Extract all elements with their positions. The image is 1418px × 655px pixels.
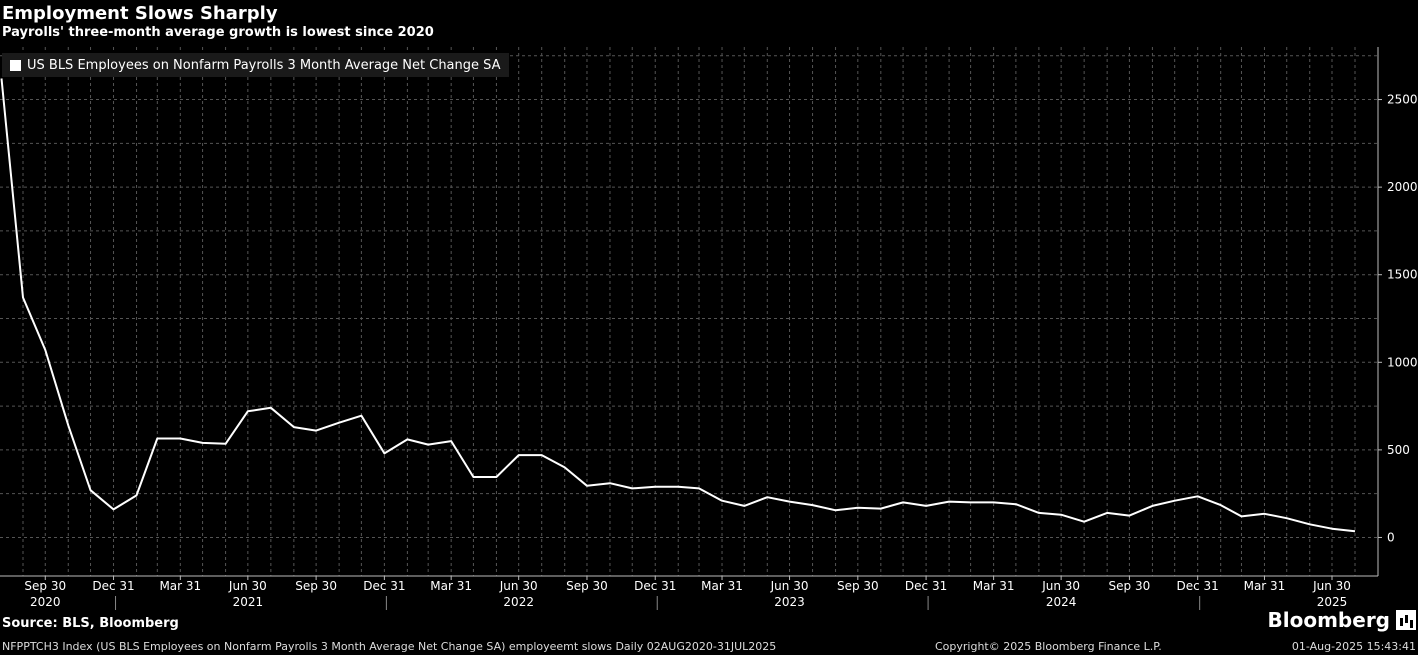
chart-title: Employment Slows Sharply — [2, 3, 278, 24]
y-tick-label: 1500 — [1387, 268, 1418, 282]
footer-ticker: NFPPTCH3 Index (US BLS Employees on Nonf… — [2, 640, 777, 653]
x-tick-label: Jun 30 — [228, 579, 267, 593]
x-year-label: 2022 — [503, 595, 534, 609]
x-year-label: 2025 — [1317, 595, 1348, 609]
grid — [0, 47, 1378, 576]
x-tick-label: Sep 30 — [24, 579, 66, 593]
x-tick-label: Dec 31 — [363, 579, 405, 593]
legend-swatch — [10, 59, 21, 71]
x-tick-label: Jun 30 — [1041, 579, 1080, 593]
legend-label: US BLS Employees on Nonfarm Payrolls 3 M… — [27, 57, 501, 73]
x-tick-label: Mar 31 — [159, 579, 201, 593]
legend: US BLS Employees on Nonfarm Payrolls 3 M… — [2, 53, 509, 77]
x-tick-label: Sep 30 — [295, 579, 337, 593]
x-tick-label: Dec 31 — [634, 579, 676, 593]
y-tick-label: 0 — [1387, 530, 1395, 544]
x-tick-label: Jun 30 — [1312, 579, 1351, 593]
bloomberg-chart-icon — [1396, 610, 1416, 630]
x-tick-label: Dec 31 — [92, 579, 134, 593]
x-year-label: 2023 — [774, 595, 805, 609]
x-tick-label: Dec 31 — [905, 579, 947, 593]
series-layer — [0, 78, 1356, 533]
x-tick-label: Mar 31 — [973, 579, 1015, 593]
x-year-label: 2021 — [233, 595, 264, 609]
source-note: Source: BLS, Bloomberg — [2, 616, 179, 631]
x-tick-label: Sep 30 — [566, 579, 608, 593]
footer-copyright: Copyright© 2025 Bloomberg Finance L.P. — [935, 640, 1162, 653]
x-tick-label: Jun 30 — [770, 579, 809, 593]
chart-subtitle: Payrolls' three-month average growth is … — [2, 25, 434, 40]
x-tick-label: Dec 31 — [1177, 579, 1219, 593]
y-tick-label: 500 — [1387, 443, 1410, 457]
y-tick-label: 2000 — [1387, 180, 1418, 194]
bloomberg-logo: Bloomberg — [1268, 608, 1416, 632]
x-tick-label: Sep 30 — [837, 579, 879, 593]
x-tick-label: Mar 31 — [701, 579, 743, 593]
x-tick-label: Sep 30 — [1109, 579, 1151, 593]
x-tick-label: Mar 31 — [1244, 579, 1286, 593]
y-tick-label: 1000 — [1387, 355, 1418, 369]
logo-text: Bloomberg — [1267, 608, 1390, 632]
footer-timestamp: 01-Aug-2025 15:43:41 — [1291, 640, 1416, 653]
x-year-label: 2020 — [30, 595, 61, 609]
x-tick-label: Jun 30 — [499, 579, 538, 593]
x-year-label: 2024 — [1046, 595, 1077, 609]
y-tick-label: 2500 — [1387, 93, 1418, 107]
x-tick-label: Mar 31 — [430, 579, 472, 593]
axes: 0 500 1000 1500 2000 2500 Sep 30 2020 Dec 31 Mar … — [0, 47, 1418, 610]
